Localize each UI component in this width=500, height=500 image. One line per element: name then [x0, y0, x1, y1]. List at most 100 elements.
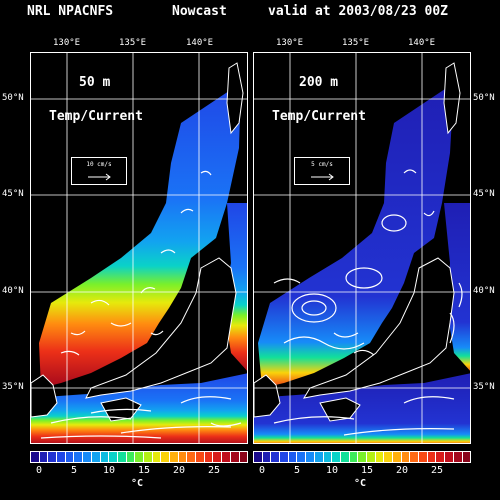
- lon-tick-140-right: 140°E: [408, 38, 436, 48]
- colorbar-swatch: [31, 452, 40, 462]
- colorbar-swatch: [314, 452, 324, 462]
- lon-tick-135-left: 135°E: [119, 38, 147, 48]
- colorbar-unit-50m: °C: [131, 478, 144, 489]
- colorbar-swatch: [358, 452, 367, 462]
- product-title: Nowcast: [172, 4, 227, 19]
- colorbar-label: 25: [430, 465, 444, 476]
- colorbar-swatch: [436, 452, 446, 462]
- colorbar-swatch: [323, 452, 333, 462]
- reference-arrow-icon: [88, 173, 111, 181]
- colorbar-swatch: [340, 452, 350, 462]
- colorbar-swatch: [161, 452, 170, 462]
- lat-tick-40-right: 40°N: [473, 286, 495, 296]
- colorbar-swatch: [91, 452, 101, 462]
- colorbar-swatch: [445, 452, 454, 462]
- depth-label-50m: 50 m: [79, 75, 111, 90]
- colorbar-swatch: [271, 452, 281, 462]
- colorbar-swatch: [196, 452, 205, 462]
- lon-tick-130-right: 130°E: [276, 38, 304, 48]
- colorbar-unit-200m: °C: [354, 478, 367, 489]
- field-label-200m: Temp/Current: [272, 109, 366, 124]
- valid-time: valid at 2003/08/23 00Z: [268, 4, 449, 19]
- colorbar-swatch: [366, 452, 376, 462]
- colorbar-swatch: [170, 452, 179, 462]
- colorbar-swatch: [143, 452, 153, 462]
- colorbar-swatch: [262, 452, 272, 462]
- korea-land-50m: [31, 374, 58, 418]
- lon-tick-130-left: 130°E: [53, 38, 81, 48]
- colorbar-swatch: [280, 452, 289, 462]
- colorbar-swatch: [419, 452, 428, 462]
- temperature-map-50m: [31, 53, 247, 443]
- colorbar-swatch: [306, 452, 315, 462]
- reference-vector-box-200m: 5 cm/s: [294, 157, 350, 185]
- temperature-map-200m: [254, 53, 470, 443]
- colorbar-label: 20: [172, 465, 186, 476]
- lon-tick-135-right: 135°E: [342, 38, 370, 48]
- lat-tick-35-right: 35°N: [473, 382, 495, 392]
- colorbar-label: 15: [360, 465, 374, 476]
- colorbar-swatch: [254, 452, 263, 462]
- colorbar-swatch: [100, 452, 110, 462]
- colorbar-swatch: [178, 452, 188, 462]
- colorbar-swatch: [375, 452, 385, 462]
- colorbar-swatch: [74, 452, 84, 462]
- map-panel-50m: 50 m Temp/Current 10 cm/s: [30, 52, 248, 444]
- lat-tick-45-left: 45°N: [2, 189, 24, 199]
- colorbar-label: 5: [293, 465, 301, 476]
- colorbar-swatch: [117, 452, 127, 462]
- colorbar-swatch: [349, 452, 359, 462]
- colorbar-swatch: [230, 452, 240, 462]
- colorbar-swatch: [332, 452, 341, 462]
- colorbar-swatch: [109, 452, 118, 462]
- honshu-land-200m: [302, 257, 455, 399]
- depth-label-200m: 200 m: [299, 75, 339, 90]
- honshu-land-50m: [85, 257, 237, 399]
- colorbar-swatch: [83, 452, 92, 462]
- colorbar-label: 10: [102, 465, 116, 476]
- sakhalin-land-200m: [443, 62, 461, 135]
- colorbar-swatch: [187, 452, 197, 462]
- korea-land-200m: [254, 374, 281, 418]
- colorbar-swatch: [204, 452, 214, 462]
- pacific-south-200m: [254, 373, 470, 443]
- colorbar-label: 20: [395, 465, 409, 476]
- colorbar-swatch: [462, 452, 471, 462]
- colorbar-swatch: [239, 452, 248, 462]
- current-vectors-200m: [273, 169, 463, 436]
- reference-arrow-icon: [311, 173, 334, 181]
- colorbar-swatch: [135, 452, 144, 462]
- colorbar-50m: [30, 451, 248, 463]
- lat-tick-50-right: 50°N: [473, 93, 495, 103]
- reference-vector-label-200m: 5 cm/s: [311, 161, 333, 168]
- colorbar-swatch: [401, 452, 411, 462]
- sea-of-japan-200m: [258, 83, 454, 388]
- reference-vector-label-50m: 10 cm/s: [86, 161, 112, 168]
- colorbar-swatch: [410, 452, 420, 462]
- lat-tick-40-left: 40°N: [2, 286, 24, 296]
- sakhalin-land-50m: [226, 62, 244, 135]
- colorbar-swatch: [288, 452, 298, 462]
- reference-vector-box-50m: 10 cm/s: [71, 157, 127, 185]
- colorbar-swatch: [297, 452, 307, 462]
- colorbar-label: 0: [35, 465, 43, 476]
- colorbar-swatch: [152, 452, 162, 462]
- colorbar-swatch: [126, 452, 136, 462]
- graticule-50m: [31, 53, 247, 443]
- colorbar-swatch: [39, 452, 49, 462]
- colorbar-swatch: [427, 452, 437, 462]
- colorbar-label: 15: [137, 465, 151, 476]
- colorbar-200m: [253, 451, 471, 463]
- colorbar-label: 0: [258, 465, 266, 476]
- colorbar-swatch: [57, 452, 66, 462]
- colorbar-label: 5: [70, 465, 78, 476]
- field-label-50m: Temp/Current: [49, 109, 143, 124]
- lat-tick-35-left: 35°N: [2, 382, 24, 392]
- colorbar-label: 25: [207, 465, 221, 476]
- current-vectors-50m: [40, 170, 242, 439]
- colorbar-label: 10: [325, 465, 339, 476]
- colorbar-swatch: [384, 452, 393, 462]
- graticule-200m: [254, 53, 470, 443]
- model-title: NRL NPACNFS: [27, 4, 114, 19]
- lon-tick-140-left: 140°E: [186, 38, 214, 48]
